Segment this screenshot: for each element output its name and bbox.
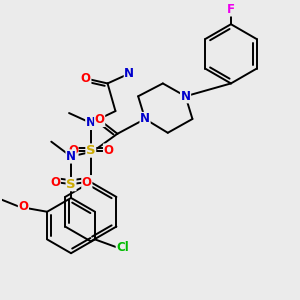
Text: N: N	[181, 90, 190, 103]
Text: O: O	[68, 144, 78, 157]
Text: N: N	[86, 116, 96, 129]
Text: N: N	[66, 150, 76, 163]
Text: F: F	[227, 3, 235, 16]
Text: N: N	[140, 112, 150, 125]
Text: O: O	[103, 144, 113, 157]
Text: O: O	[95, 113, 105, 127]
Text: O: O	[18, 200, 28, 213]
Text: O: O	[81, 72, 91, 85]
Text: O: O	[82, 176, 92, 189]
Text: N: N	[124, 67, 134, 80]
Text: S: S	[86, 144, 96, 157]
Text: S: S	[66, 178, 76, 190]
Text: Cl: Cl	[116, 241, 129, 254]
Text: O: O	[50, 176, 60, 189]
